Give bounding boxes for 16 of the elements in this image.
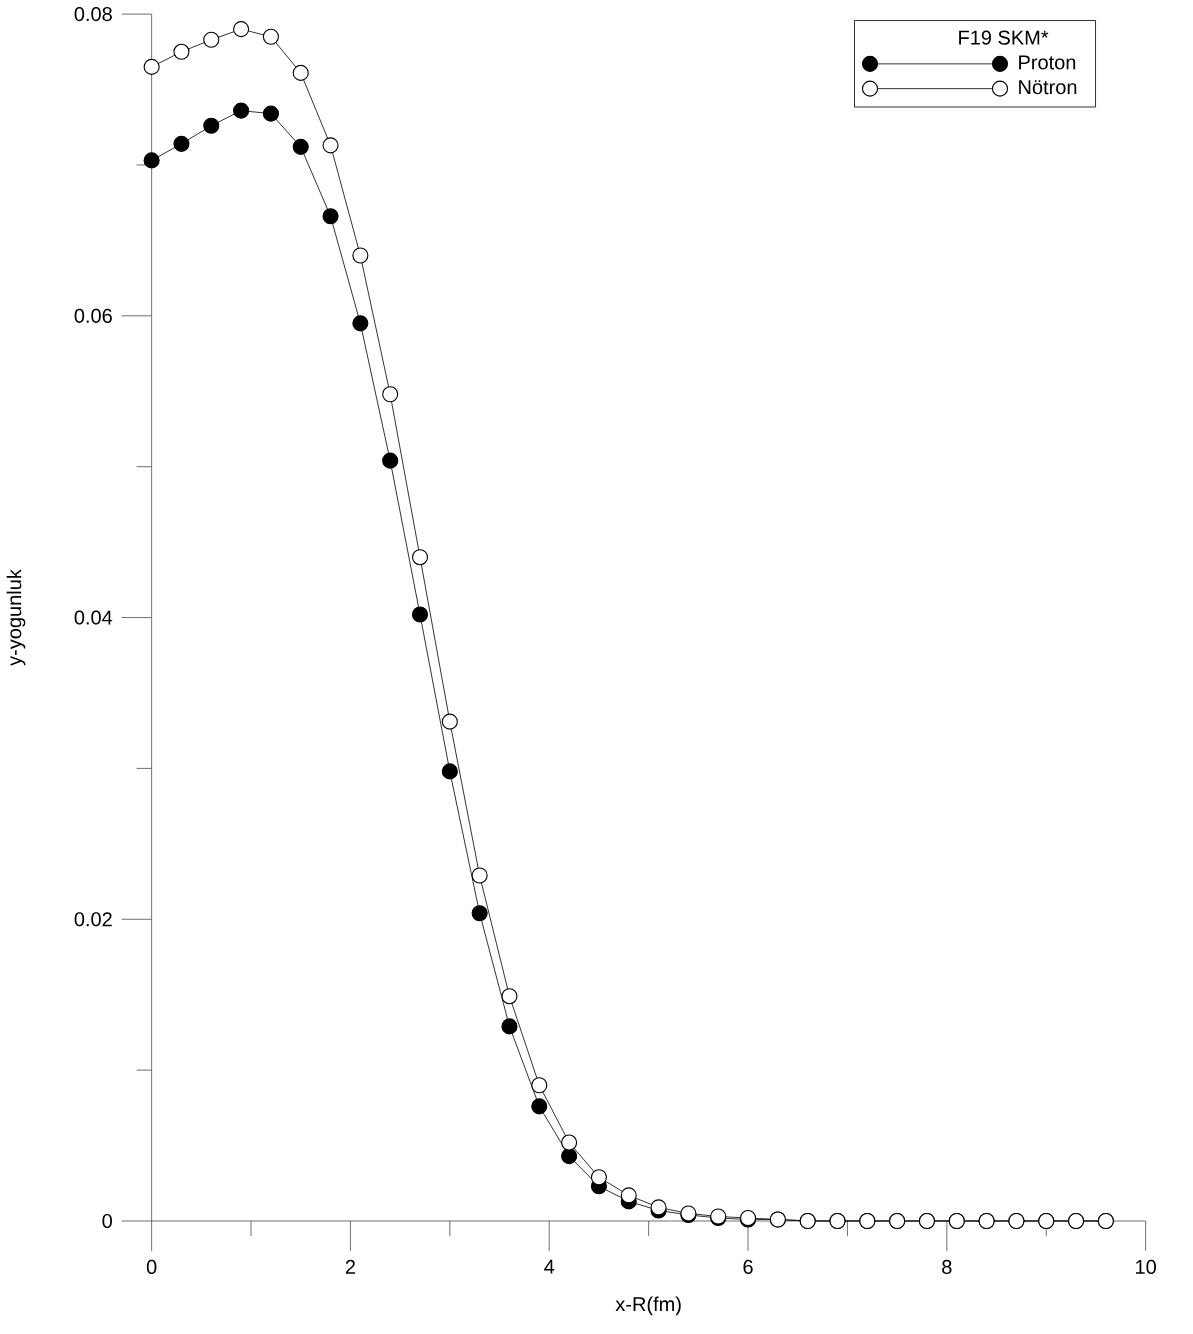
legend-label: Nötron [1019,80,1077,95]
legend-title: F19 SKM* [959,30,1049,45]
y-axis-title: y-yogunluk [6,569,26,666]
x-tick-label: 6 [743,1259,753,1275]
y-tick-label: 0.08 [74,7,113,22]
y-tick-label: 0 [102,1213,113,1229]
x-tick-label: 0 [147,1259,157,1275]
x-tick-label: 8 [942,1259,952,1275]
x-axis-title: x-R(fm) [615,1296,681,1316]
y-tick-label: 0.06 [74,308,113,323]
legend-label: Proton [1019,55,1076,70]
x-tick-label: 10 [1136,1259,1157,1275]
x-tick-label: 2 [346,1259,356,1274]
x-tick-label: 4 [544,1259,555,1274]
y-tick-label: 0.04 [74,610,113,625]
y-tick-label: 0.02 [74,912,112,927]
